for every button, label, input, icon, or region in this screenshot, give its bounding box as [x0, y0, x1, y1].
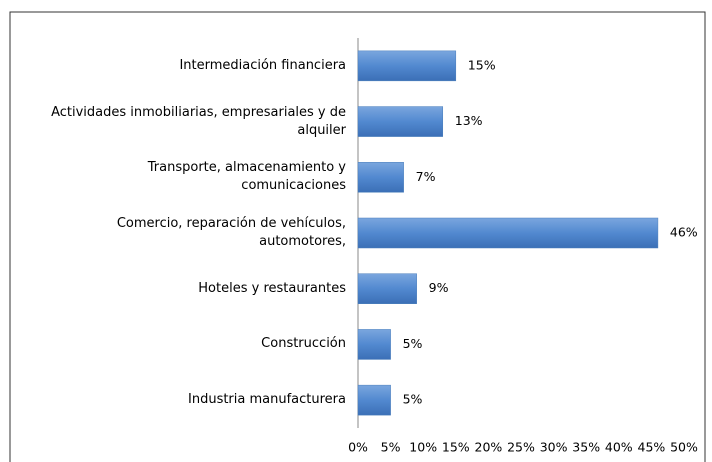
bar: [357, 162, 404, 193]
x-tick-label: 40%: [605, 440, 633, 455]
y-tick-label: Intermediación financiera: [179, 57, 346, 73]
bar: [357, 273, 417, 304]
data-label: 5%: [403, 392, 423, 407]
x-tick-label: 50%: [670, 440, 698, 455]
data-label: 15%: [468, 57, 496, 72]
y-tick-label: Actividades inmobiliarias, empresariales…: [51, 104, 346, 138]
y-tick-label: Transporte, almacenamiento y comunicacio…: [147, 160, 346, 194]
x-tick-label: 20%: [475, 440, 503, 455]
data-label: 7%: [416, 169, 436, 184]
bar: [357, 384, 391, 416]
data-label: 5%: [403, 336, 423, 351]
x-tick-label: 25%: [507, 440, 535, 455]
y-tick-label: Hoteles y restaurantes: [198, 280, 346, 296]
data-label: 13%: [455, 113, 483, 128]
y-tick-label: Industria manufacturera: [188, 392, 346, 408]
frame: [9, 11, 706, 462]
x-tick-label: 15%: [442, 440, 470, 455]
bar: [357, 329, 391, 360]
y-tick-label: Comercio, reparación de vehículos, autom…: [116, 216, 346, 249]
y-tick-label: Construcción: [261, 336, 346, 352]
x-tick-label: 35%: [572, 440, 600, 455]
data-label: 46%: [670, 225, 698, 240]
x-tick-label: 45%: [638, 440, 666, 455]
bar: [357, 106, 444, 137]
x-tick-label: 10%: [409, 440, 437, 455]
x-tick-label: 0%: [348, 440, 368, 455]
data-label: 9%: [429, 280, 449, 295]
x-tick-label: 5%: [381, 440, 401, 455]
bar: [357, 217, 659, 249]
x-tick-label: 30%: [540, 440, 568, 455]
bar: [357, 50, 457, 82]
